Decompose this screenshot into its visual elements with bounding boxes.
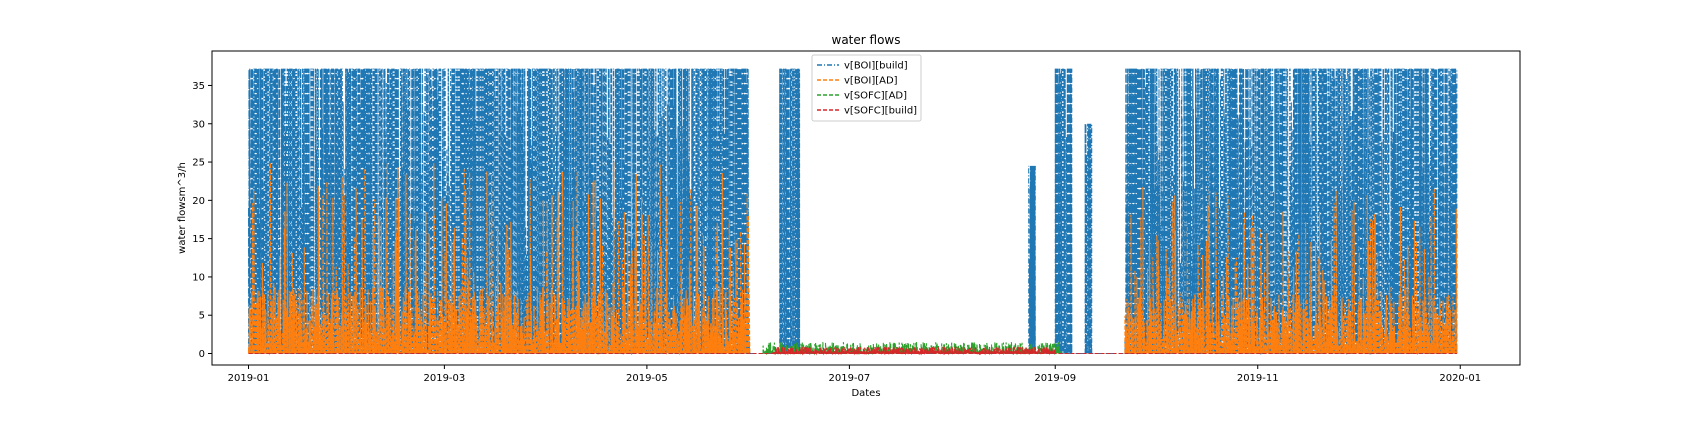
y-tick-label: 15 (192, 234, 205, 245)
y-tick-label: 25 (192, 158, 205, 169)
y-axis: 0 5 10 15 20 25 30 35 (192, 81, 212, 360)
plot-frame (211, 50, 1521, 366)
series-layer (247, 68, 1458, 356)
series-line (248, 68, 1458, 356)
x-tick-label: 2020-01 (1439, 373, 1481, 384)
series-line (248, 346, 1457, 356)
x-tick-label: 2019-03 (423, 373, 465, 384)
y-axis-label: water flowsm^3/h (177, 162, 188, 254)
legend-label: v[BOI][AD] (844, 76, 898, 87)
x-tick-label: 2019-05 (626, 373, 668, 384)
series-v-sofc-build (248, 346, 1457, 356)
y-tick-label: 5 (199, 311, 205, 322)
x-tick-label: 2019-07 (829, 373, 871, 384)
x-axis-label: Dates (851, 388, 880, 399)
y-tick-label: 35 (192, 81, 205, 92)
legend-box (811, 54, 922, 122)
y-tick-label: 30 (192, 119, 205, 130)
series-v-boi-build (248, 68, 1458, 356)
x-tick-label: 2019-01 (228, 373, 270, 384)
x-axis: 2019-01 2019-03 2019-05 2019-07 2019-09 2019-… (228, 365, 1481, 384)
y-tick-label: 10 (192, 272, 205, 283)
legend-label: v[SOFC][build] (844, 106, 917, 117)
legend-label: v[SOFC][AD] (844, 91, 907, 102)
y-tick-label: 20 (192, 196, 205, 207)
chart-title: water flows (832, 33, 901, 47)
y-tick-label: 0 (199, 349, 205, 360)
legend-label: v[BOI][build] (844, 61, 908, 72)
x-tick-label: 2019-09 (1034, 373, 1076, 384)
legend: v[BOI][build] v[BOI][AD] v[SOFC][AD] v[SOFC… (811, 54, 922, 122)
x-tick-label: 2019-11 (1237, 373, 1279, 384)
